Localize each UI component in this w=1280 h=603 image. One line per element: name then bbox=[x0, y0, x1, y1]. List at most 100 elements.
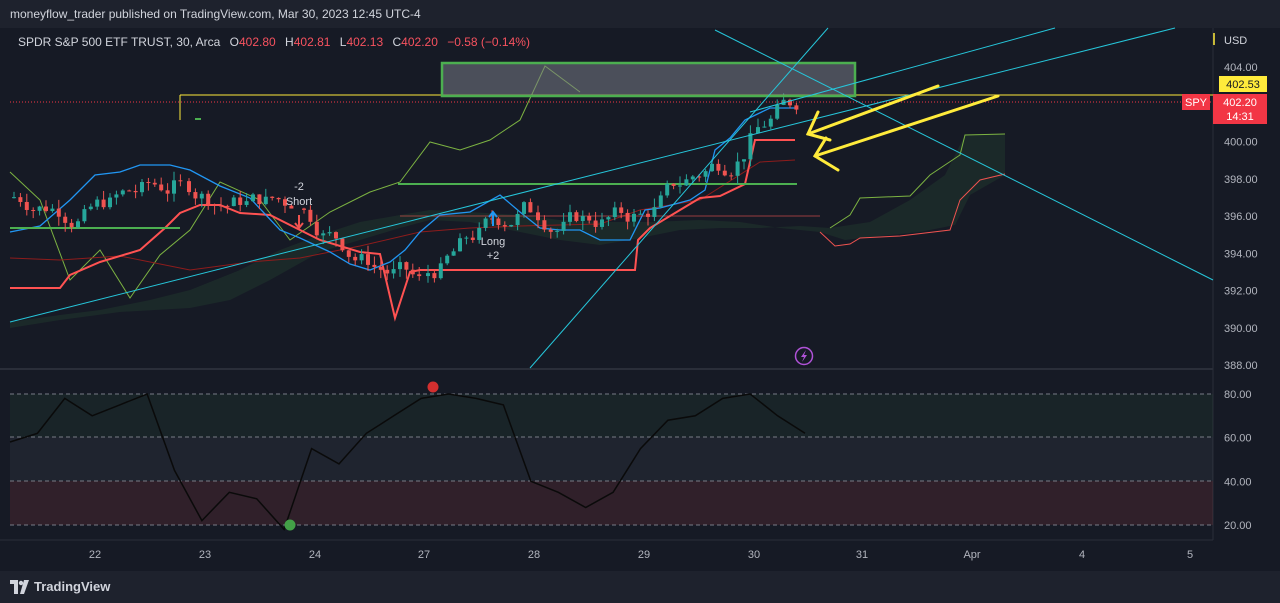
candle-body bbox=[172, 180, 176, 194]
candle-body bbox=[612, 207, 617, 218]
marker-price-text: 402.53 bbox=[1226, 79, 1260, 91]
candle-body bbox=[76, 221, 80, 228]
currency-label: USD bbox=[1224, 35, 1247, 47]
price-ticks: 404.00 402.00 400.00 398.00 396.00 394.00 392.… bbox=[1224, 62, 1258, 372]
candle-body bbox=[671, 183, 676, 186]
time-axis: 22 23 24 27 28 29 30 31 Apr 4 5 bbox=[89, 549, 1193, 561]
candle-body bbox=[238, 197, 243, 205]
candle-body bbox=[574, 212, 579, 222]
candle-body bbox=[458, 238, 462, 252]
long-qty: +2 bbox=[487, 250, 500, 262]
arrow-upper bbox=[806, 84, 940, 136]
candle-body bbox=[619, 207, 624, 213]
last-price-badge bbox=[1213, 94, 1267, 124]
senkou-span-a bbox=[9, 65, 581, 299]
time-tick-label: 5 bbox=[1187, 549, 1193, 561]
candle-body bbox=[263, 196, 268, 205]
candle-body bbox=[625, 212, 630, 222]
candle-body bbox=[756, 127, 760, 134]
candle-body bbox=[690, 176, 695, 180]
candle-body bbox=[63, 216, 68, 223]
candle-body bbox=[665, 183, 670, 196]
ticker-badge-text: SPY bbox=[1185, 97, 1208, 109]
candle-body bbox=[270, 196, 275, 198]
candle-body bbox=[768, 118, 773, 127]
candle-body bbox=[632, 213, 636, 222]
price-tick-label: 388.00 bbox=[1224, 360, 1258, 372]
neutral-band bbox=[10, 437, 1213, 481]
candle-body bbox=[18, 197, 23, 202]
price-tick-label: 396.00 bbox=[1224, 211, 1258, 223]
candle-body bbox=[398, 262, 402, 270]
price-tick-label: 390.00 bbox=[1224, 323, 1258, 335]
candle-body bbox=[417, 274, 422, 277]
candle-body bbox=[276, 197, 281, 200]
candle-body bbox=[722, 170, 727, 176]
candle-body bbox=[678, 185, 682, 187]
baseline-line bbox=[10, 139, 795, 322]
oscillator-tick-label: 40.00 bbox=[1224, 476, 1252, 488]
candle-body bbox=[219, 205, 223, 207]
candle-body bbox=[600, 219, 604, 227]
short-label: Short bbox=[286, 196, 312, 208]
candle-body bbox=[477, 227, 482, 240]
trendline-upper[interactable] bbox=[749, 27, 1056, 113]
candle-body bbox=[159, 184, 164, 191]
candle-body bbox=[710, 163, 714, 172]
price-tick-label: 394.00 bbox=[1224, 248, 1258, 260]
trendline-down[interactable] bbox=[714, 29, 1214, 281]
candle-body bbox=[528, 202, 533, 213]
price-tick-label: 400.00 bbox=[1224, 137, 1258, 149]
publisher-text: moneyflow_trader published on TradingVie… bbox=[10, 7, 421, 21]
price-tick-label: 402.00 bbox=[1224, 99, 1258, 111]
candle-body bbox=[334, 232, 338, 239]
candle-body bbox=[606, 217, 611, 220]
short-arrow-icon bbox=[294, 215, 304, 230]
candle-body bbox=[231, 197, 236, 207]
oscillator-tick-label: 20.00 bbox=[1224, 520, 1252, 532]
resistance-zone[interactable] bbox=[440, 61, 857, 98]
tradingview-logo-icon[interactable] bbox=[10, 580, 30, 594]
overbought-dot bbox=[427, 381, 439, 393]
candle-body bbox=[438, 263, 443, 279]
open-label: O bbox=[229, 35, 239, 49]
candle-body bbox=[788, 99, 792, 106]
candle-body bbox=[24, 201, 29, 210]
candle-body bbox=[781, 99, 786, 105]
time-tick-label: 24 bbox=[309, 549, 321, 561]
publisher-bar: moneyflow_trader published on TradingVie… bbox=[0, 0, 1280, 28]
trendline-long[interactable] bbox=[9, 27, 1176, 323]
candle-body bbox=[359, 254, 364, 261]
candle-body bbox=[658, 195, 663, 208]
arrow-lower-head bbox=[812, 136, 840, 172]
candle-body bbox=[244, 201, 249, 205]
candle-body bbox=[404, 262, 409, 270]
tradingview-brand[interactable]: TradingView bbox=[34, 579, 111, 594]
lightning-icon[interactable] bbox=[794, 346, 814, 366]
candle-body bbox=[391, 269, 396, 274]
candle-body bbox=[716, 163, 721, 171]
candle-body bbox=[762, 126, 767, 128]
candle-body bbox=[703, 171, 708, 177]
candle-body bbox=[426, 273, 430, 277]
candle-body bbox=[133, 191, 138, 193]
time-tick-label: 31 bbox=[856, 549, 868, 561]
trendline-steep[interactable] bbox=[529, 27, 829, 369]
price-tick-label: 404.00 bbox=[1224, 62, 1258, 74]
candle-body bbox=[206, 193, 211, 205]
candle-body bbox=[69, 222, 74, 228]
symbol-name: SPDR S&P 500 ETF TRUST, 30, Arca bbox=[18, 35, 221, 49]
candle-body bbox=[432, 273, 437, 279]
candle-body bbox=[509, 225, 514, 227]
candle-body bbox=[555, 230, 560, 232]
symbol-legend[interactable]: SPDR S&P 500 ETF TRUST, 30, Arca O402.80… bbox=[18, 35, 530, 49]
kijun-dark bbox=[9, 159, 796, 271]
time-tick-label: 28 bbox=[528, 549, 540, 561]
open-value: 402.80 bbox=[239, 35, 276, 49]
close-label: C bbox=[392, 35, 402, 49]
candle-body bbox=[199, 193, 204, 199]
candle-body bbox=[308, 209, 313, 222]
arrow-annotations[interactable] bbox=[805, 84, 1000, 172]
candle-body bbox=[327, 232, 332, 234]
